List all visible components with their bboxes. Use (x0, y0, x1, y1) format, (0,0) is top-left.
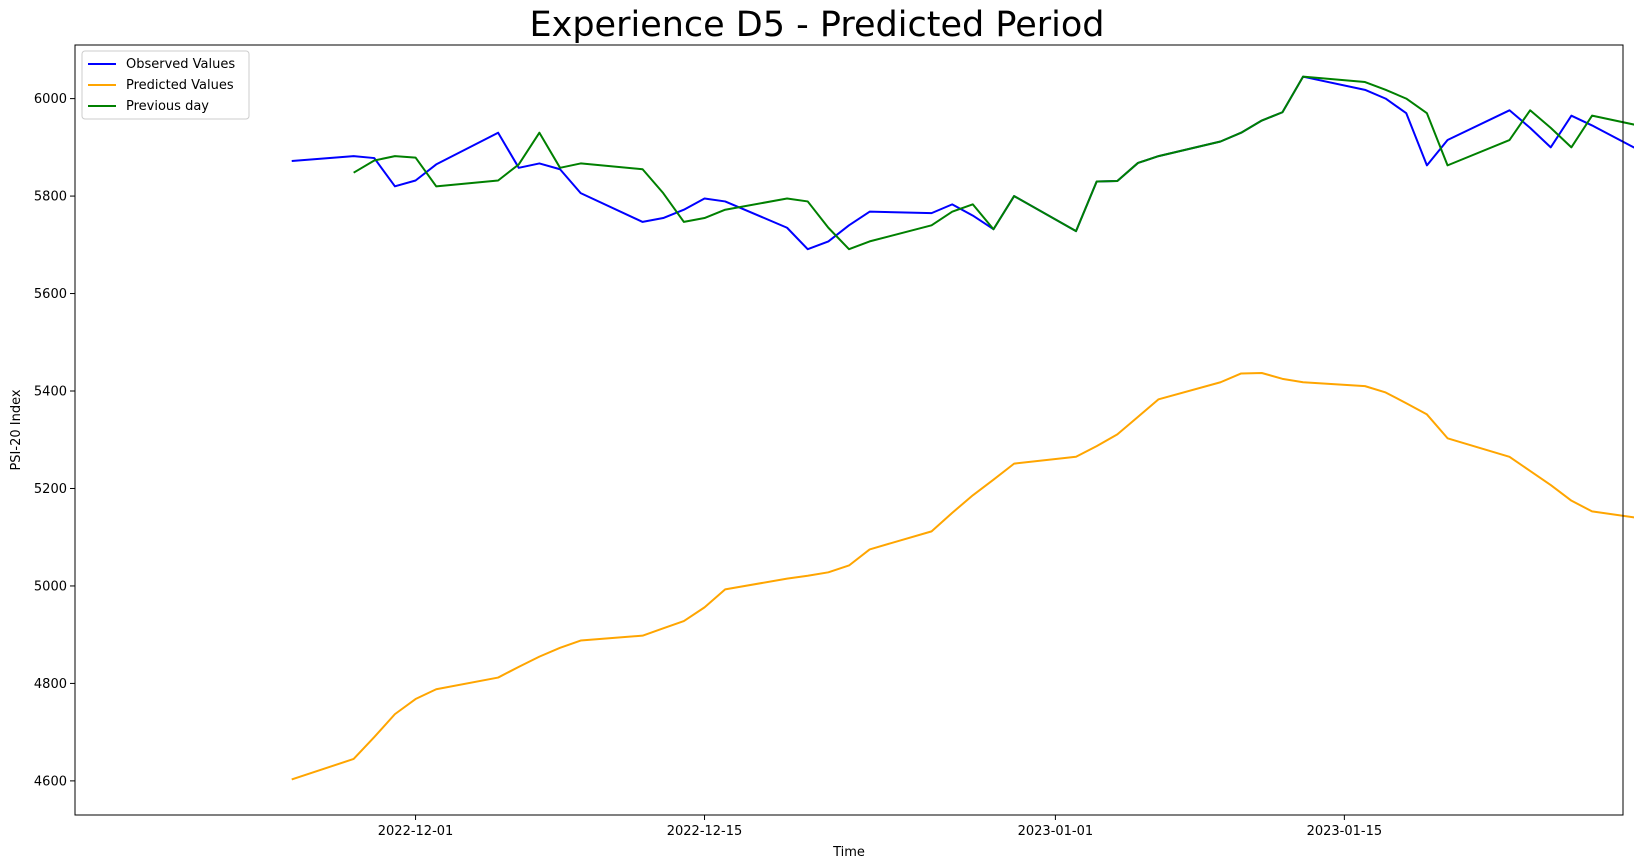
plot-frame (74, 44, 1624, 816)
y-tick-label: 5400 (34, 385, 67, 400)
x-tick-label: 2023-01-01 (1018, 824, 1094, 839)
x-tick-label: 2023-01-15 (1307, 824, 1383, 839)
y-tick-label: 6000 (34, 92, 67, 107)
x-tick-label: 2022-12-15 (667, 824, 743, 839)
y-tick-label: 5600 (34, 287, 67, 302)
legend-label-observed: Observed Values (126, 57, 235, 72)
chart-title: Experience D5 - Predicted Period (530, 5, 1105, 45)
legend-box (81, 50, 250, 120)
legend-label-previous-day: Previous day (126, 99, 209, 114)
legend-label-predicted: Predicted Values (126, 78, 234, 93)
y-tick-label: 4600 (34, 774, 67, 789)
predicted-values-line (291, 371, 1634, 781)
y-tick-label: 5200 (34, 482, 67, 497)
y-axis-label: PSI-20 Index (9, 389, 24, 470)
y-axis: 4600 4800 5000 5200 5400 5600 5800 6000 (34, 92, 75, 789)
y-tick-label: 4800 (34, 677, 67, 692)
y-tick-label: 5800 (34, 190, 67, 205)
x-axis: 2022-12-01 2022-12-15 2023-01-01 2023-01-15… (378, 815, 1383, 839)
x-axis-label: Time (832, 845, 865, 860)
plot-lines (291, 75, 1634, 781)
y-tick-label: 5000 (34, 579, 67, 594)
x-tick-label: 2022-12-01 (378, 824, 454, 839)
legend: Observed Values Predicted Values Previou… (81, 50, 250, 120)
previous-day-line (353, 75, 1634, 251)
